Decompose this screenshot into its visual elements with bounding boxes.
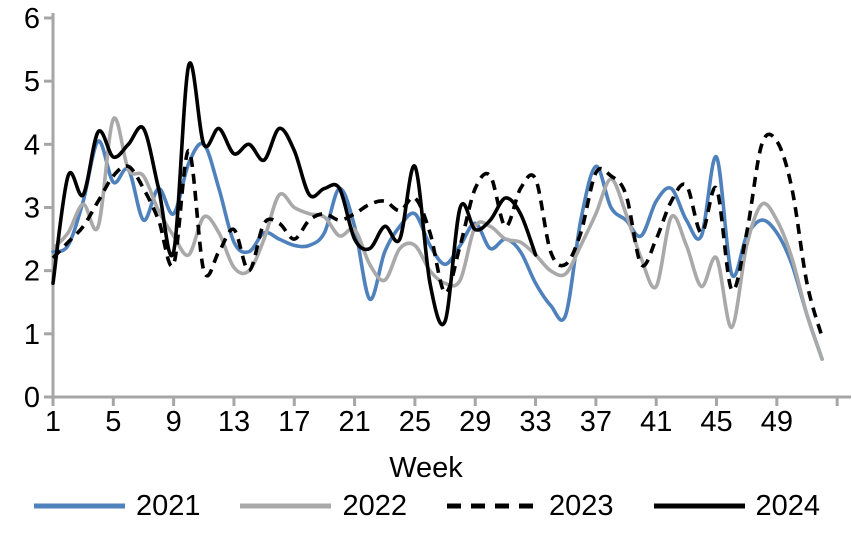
svg-text:17: 17 <box>278 406 310 438</box>
svg-text:13: 13 <box>218 406 250 438</box>
y-tick-labels: 0 1 2 3 4 5 6 <box>24 3 40 414</box>
svg-text:0: 0 <box>24 382 40 414</box>
svg-text:5: 5 <box>105 406 121 438</box>
series-line-2023 <box>51 132 824 338</box>
legend-dashed-line-icon-2023 <box>447 503 538 509</box>
axes <box>44 13 851 406</box>
svg-text:1: 1 <box>45 406 61 438</box>
svg-text:6: 6 <box>24 3 40 35</box>
legend-line-icon-2021 <box>33 503 125 509</box>
svg-text:9: 9 <box>166 406 182 438</box>
legend-item-2023: 2023 <box>445 490 614 522</box>
series-line-2021 <box>51 139 824 361</box>
x-tick-labels: 1 5 9 13 17 21 25 29 33 37 41 45 49 <box>45 406 793 438</box>
svg-text:33: 33 <box>519 406 551 438</box>
x-axis-title: Week <box>389 452 463 484</box>
svg-text:37: 37 <box>580 406 612 438</box>
legend-label-2022: 2022 <box>342 490 407 522</box>
chart-legend: 2021 2022 2023 2024 <box>0 490 852 522</box>
svg-text:21: 21 <box>338 406 370 438</box>
legend-label-2024: 2024 <box>755 490 821 522</box>
svg-text:1: 1 <box>24 319 40 351</box>
series-line-2024 <box>51 61 538 327</box>
legend-label-2021: 2021 <box>135 490 201 522</box>
svg-text:49: 49 <box>761 406 793 438</box>
svg-text:45: 45 <box>700 406 732 438</box>
legend-label-2023: 2023 <box>549 490 614 522</box>
svg-text:41: 41 <box>640 406 672 438</box>
svg-text:4: 4 <box>24 129 40 161</box>
legend-line-icon-2022 <box>240 503 332 509</box>
svg-text:2: 2 <box>24 256 40 288</box>
svg-text:5: 5 <box>24 66 40 98</box>
svg-text:25: 25 <box>399 406 431 438</box>
svg-text:29: 29 <box>459 406 491 438</box>
legend-item-2024: 2024 <box>652 490 821 522</box>
legend-item-2021: 2021 <box>32 490 201 522</box>
svg-text:3: 3 <box>24 192 40 224</box>
legend-item-2022: 2022 <box>238 490 407 522</box>
legend-line-icon-2024 <box>653 503 745 509</box>
